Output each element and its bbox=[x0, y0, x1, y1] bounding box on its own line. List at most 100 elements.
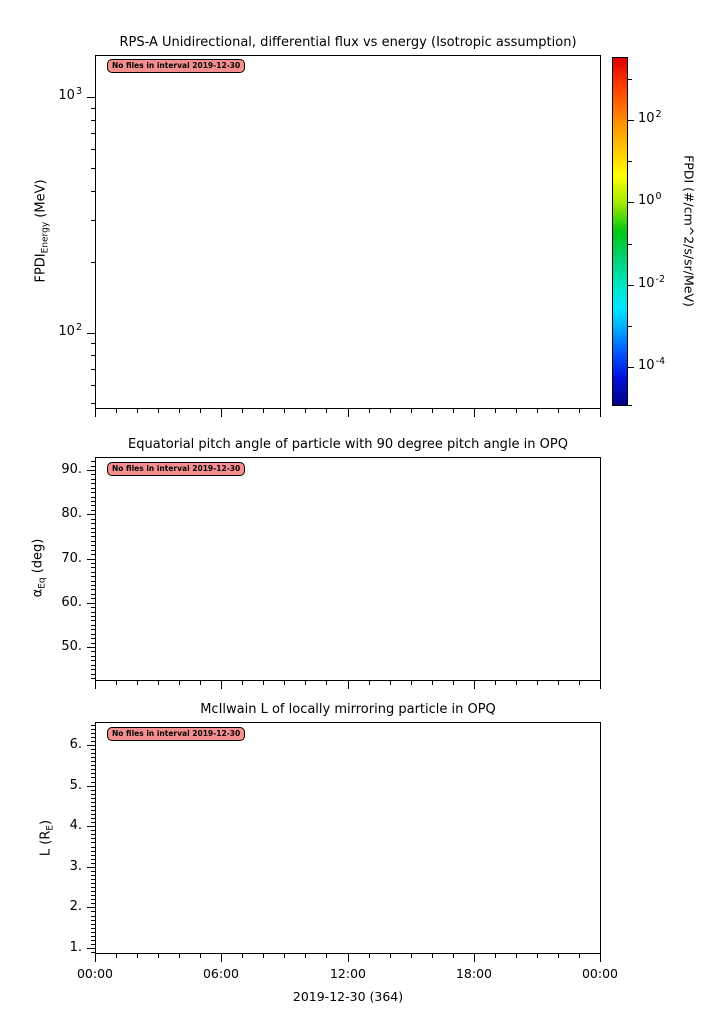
y-minor-tick bbox=[91, 656, 95, 657]
y-tick-label: 90. bbox=[61, 462, 82, 477]
x-minor-tick bbox=[411, 953, 412, 958]
x-minor-tick bbox=[305, 408, 306, 413]
y-minor-tick bbox=[91, 474, 95, 475]
x-minor-tick bbox=[495, 680, 496, 685]
y-tick-label: 80. bbox=[61, 506, 82, 521]
x-minor-tick bbox=[579, 680, 580, 685]
x-minor-tick bbox=[200, 680, 201, 685]
y-minor-tick bbox=[91, 651, 95, 652]
x-major-tick bbox=[474, 680, 475, 689]
y-tick-label: 4. bbox=[69, 818, 82, 833]
y-minor-tick bbox=[91, 550, 95, 551]
x-minor-tick bbox=[116, 953, 117, 958]
y-minor-tick bbox=[91, 576, 95, 577]
x-minor-tick bbox=[200, 408, 201, 413]
x-minor-tick bbox=[158, 680, 159, 685]
x-minor-tick bbox=[305, 953, 306, 958]
colorbar-tick-label: 10-2 bbox=[638, 274, 666, 291]
x-major-tick bbox=[348, 408, 349, 417]
y-minor-tick bbox=[91, 669, 95, 670]
y-minor-tick bbox=[91, 798, 95, 799]
x-tick-label: 00:00 bbox=[581, 966, 619, 981]
y-minor-tick bbox=[91, 541, 95, 542]
y-major-tick bbox=[87, 603, 95, 604]
x-major-tick bbox=[221, 953, 222, 962]
y-minor-tick bbox=[91, 133, 95, 134]
y-minor-tick bbox=[91, 505, 95, 506]
y-minor-tick bbox=[91, 838, 95, 839]
y-minor-tick bbox=[91, 532, 95, 533]
y-tick-label: 50. bbox=[61, 639, 82, 654]
x-major-tick bbox=[95, 408, 96, 417]
y-minor-tick bbox=[91, 855, 95, 856]
colorbar-major-tick bbox=[628, 120, 634, 121]
y-minor-tick bbox=[91, 899, 95, 900]
y-minor-tick bbox=[91, 794, 95, 795]
y-minor-tick bbox=[91, 660, 95, 661]
y-minor-tick bbox=[91, 749, 95, 750]
x-minor-tick bbox=[537, 680, 538, 685]
x-major-tick bbox=[348, 953, 349, 962]
y-minor-tick bbox=[91, 589, 95, 590]
y-tick-label: 6. bbox=[69, 737, 82, 752]
x-minor-tick bbox=[411, 408, 412, 413]
y-major-tick bbox=[87, 745, 95, 746]
y-minor-tick bbox=[91, 940, 95, 941]
y-minor-tick bbox=[91, 528, 95, 529]
x-minor-tick bbox=[432, 408, 433, 413]
x-major-tick bbox=[474, 408, 475, 417]
y-minor-tick bbox=[91, 773, 95, 774]
y-minor-tick bbox=[91, 567, 95, 568]
x-minor-tick bbox=[284, 953, 285, 958]
y-minor-tick bbox=[91, 585, 95, 586]
x-minor-tick bbox=[326, 680, 327, 685]
ylabel-main: FPDI bbox=[33, 253, 49, 283]
x-minor-tick bbox=[179, 408, 180, 413]
colorbar bbox=[612, 57, 628, 406]
y-minor-tick bbox=[91, 355, 95, 356]
x-minor-tick bbox=[137, 953, 138, 958]
y-major-tick bbox=[87, 559, 95, 560]
x-major-tick bbox=[600, 408, 601, 417]
y-minor-tick bbox=[91, 510, 95, 511]
y-minor-tick bbox=[91, 903, 95, 904]
x-major-tick bbox=[348, 680, 349, 689]
y-minor-tick bbox=[91, 916, 95, 917]
y-minor-tick bbox=[91, 369, 95, 370]
y-major-tick bbox=[87, 786, 95, 787]
y-minor-tick bbox=[91, 863, 95, 864]
colorbar-tick-label: 100 bbox=[638, 191, 662, 208]
x-minor-tick bbox=[537, 953, 538, 958]
y-minor-tick bbox=[91, 479, 95, 480]
x-tick-label: 06:00 bbox=[202, 966, 240, 981]
colorbar-tick-label: 102 bbox=[638, 109, 662, 126]
x-minor-tick bbox=[516, 680, 517, 685]
panel3-plot-area bbox=[95, 722, 601, 954]
y-minor-tick bbox=[91, 875, 95, 876]
x-minor-tick bbox=[179, 680, 180, 685]
panel2-plot-area bbox=[95, 457, 601, 681]
y-minor-tick bbox=[91, 149, 95, 150]
y-minor-tick bbox=[91, 810, 95, 811]
ylabel-rest: (MeV) bbox=[33, 179, 49, 222]
y-tick-label: 1. bbox=[69, 940, 82, 955]
x-minor-tick bbox=[537, 408, 538, 413]
no-files-annotation: No files in interval 2019-12-30 bbox=[107, 462, 246, 476]
x-minor-tick bbox=[516, 953, 517, 958]
x-minor-tick bbox=[432, 953, 433, 958]
x-tick-label: 12:00 bbox=[329, 966, 367, 981]
x-minor-tick bbox=[242, 680, 243, 685]
y-minor-tick bbox=[91, 741, 95, 742]
x-minor-tick bbox=[579, 408, 580, 413]
y-minor-tick bbox=[91, 466, 95, 467]
y-major-tick bbox=[87, 333, 95, 334]
x-minor-tick bbox=[516, 408, 517, 413]
y-major-tick bbox=[87, 514, 95, 515]
x-minor-tick bbox=[179, 953, 180, 958]
x-minor-tick bbox=[158, 408, 159, 413]
x-minor-tick bbox=[453, 408, 454, 413]
x-major-tick bbox=[600, 680, 601, 689]
x-major-tick bbox=[221, 408, 222, 417]
x-major-tick bbox=[474, 953, 475, 962]
y-minor-tick bbox=[91, 612, 95, 613]
